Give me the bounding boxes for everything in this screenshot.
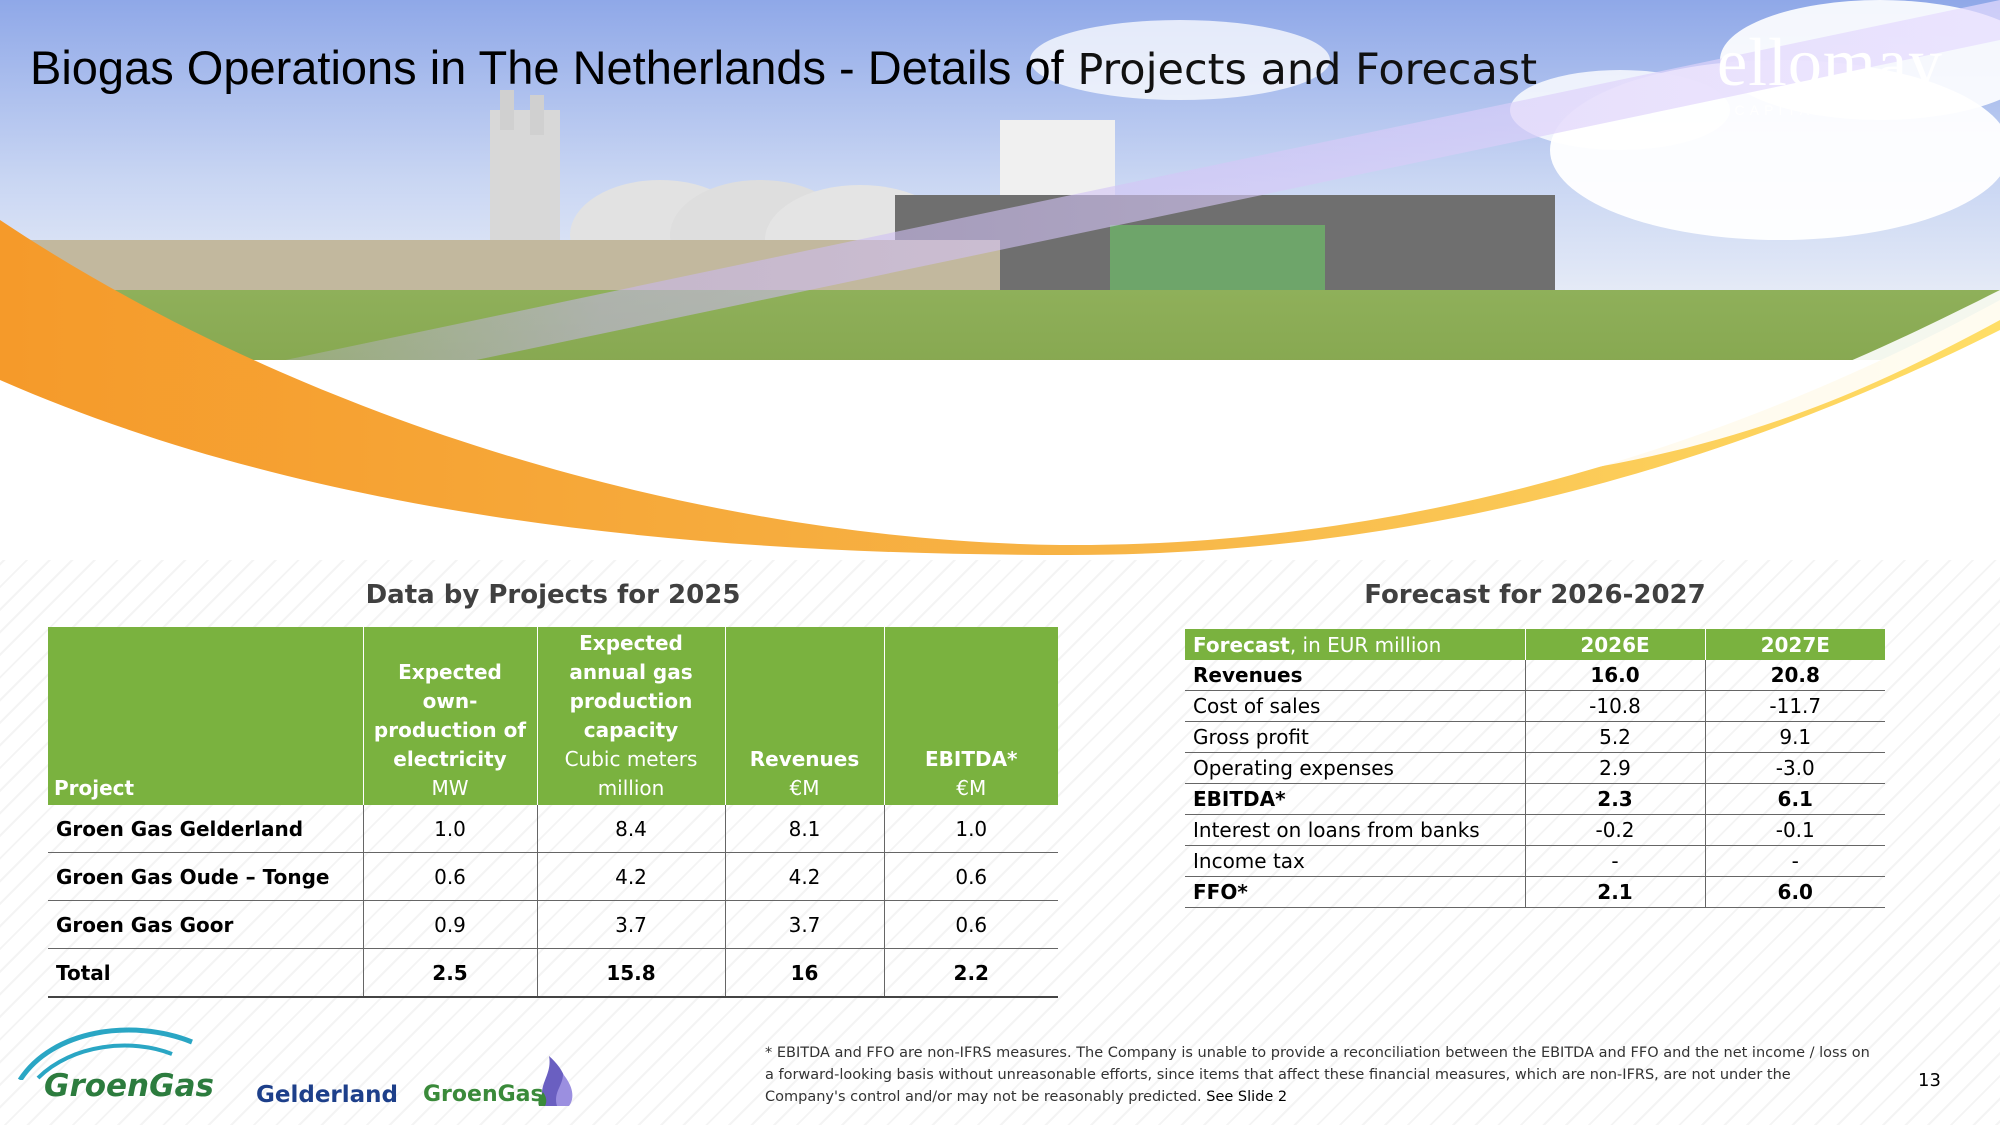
cell-gas-capacity: 4.2 bbox=[536, 852, 725, 901]
footnote: * EBITDA and FFO are non-IFRS measures. … bbox=[765, 1042, 1875, 1108]
value-2027e: -0.1 bbox=[1704, 814, 1885, 846]
total-row: Total 2.5 15.8 16 2.2 bbox=[48, 948, 1058, 998]
value-2027e: 9.1 bbox=[1704, 721, 1885, 753]
unit-cubic-meters: Cubic meters million bbox=[564, 747, 698, 800]
forecast-row-label: FFO* bbox=[1185, 876, 1525, 908]
gelderland-logo: Gelderland bbox=[256, 1082, 399, 1108]
forecast-row-label: Operating expenses bbox=[1185, 752, 1525, 784]
forecast-row-label: Interest on loans from banks bbox=[1185, 814, 1525, 846]
cell-ebitda: 1.0 bbox=[883, 805, 1058, 853]
total-electricity: 2.5 bbox=[362, 948, 537, 998]
col-header-gas-capacity: Expected annual gas production capacity C… bbox=[536, 627, 725, 805]
project-name: Groen Gas Gelderland bbox=[48, 805, 363, 853]
title-part-2: Projects and Forecast bbox=[1063, 45, 1538, 95]
forecast-row-label: Gross profit bbox=[1185, 721, 1525, 753]
total-label: Total bbox=[48, 948, 363, 998]
project-name: Groen Gas Oude – Tonge bbox=[48, 852, 363, 901]
cell-gas-capacity: 8.4 bbox=[536, 805, 725, 853]
cell-ebitda: 0.6 bbox=[883, 900, 1058, 949]
cell-revenues: 3.7 bbox=[724, 900, 884, 949]
table-row: Groen Gas Oude – Tonge 0.6 4.2 4.2 0.6 bbox=[48, 852, 1058, 901]
forecast-header-label: Forecast, in EUR million bbox=[1185, 629, 1525, 660]
projects-header-row: Project Expected own-production of elect… bbox=[48, 627, 1058, 805]
groengas-logo: GroenGas bbox=[12, 1020, 214, 1110]
groengas-swoosh-icon bbox=[17, 1027, 193, 1080]
groengas-logo-text: GroenGas bbox=[44, 1068, 214, 1104]
total-gas-capacity: 15.8 bbox=[536, 948, 725, 998]
cell-electricity: 0.9 bbox=[362, 900, 537, 949]
ellomay-logo: ellomay CAPITAL LIMITED bbox=[1700, 28, 1960, 118]
col-header-ebitda: EBITDA* €M bbox=[883, 627, 1058, 805]
year-header: 2027E bbox=[1704, 629, 1885, 660]
total-revenues: 16 bbox=[724, 948, 884, 998]
col-header-revenues: Revenues €M bbox=[724, 627, 884, 805]
table-row: Groen Gas Goor 0.9 3.7 3.7 0.6 bbox=[48, 900, 1058, 949]
hero-banner bbox=[0, 0, 2000, 560]
value-2026e: 16.0 bbox=[1524, 660, 1705, 691]
value-2026e: 2.1 bbox=[1524, 876, 1705, 908]
forecast-row-label: Revenues bbox=[1185, 660, 1525, 691]
projects-heading: Data by Projects for 2025 bbox=[365, 580, 741, 610]
forecast-row: EBITDA* 2.3 6.1 bbox=[1185, 783, 1885, 815]
flame-icon bbox=[538, 1056, 573, 1106]
forecast-heading: Forecast for 2026-2027 bbox=[1364, 580, 1706, 610]
total-ebitda: 2.2 bbox=[883, 948, 1058, 998]
col-header-project: Project bbox=[48, 627, 363, 805]
value-2027e: -3.0 bbox=[1704, 752, 1885, 784]
unit-eur-m: €M bbox=[956, 776, 987, 800]
value-2026e: -10.8 bbox=[1524, 690, 1705, 722]
forecast-header-row: Forecast, in EUR million 2026E 2027E bbox=[1185, 629, 1885, 660]
year-header: 2026E bbox=[1524, 629, 1705, 660]
forecast-row: FFO* 2.1 6.0 bbox=[1185, 876, 1885, 908]
forecast-row: Income tax - - bbox=[1185, 845, 1885, 877]
unit-mw: MW bbox=[431, 776, 469, 800]
value-2027e: - bbox=[1704, 845, 1885, 877]
value-2026e: - bbox=[1524, 845, 1705, 877]
projects-table: Project Expected own-production of elect… bbox=[48, 627, 1058, 998]
page-number: 13 bbox=[1918, 1070, 1941, 1091]
forecast-row-label: Cost of sales bbox=[1185, 690, 1525, 722]
forecast-row-label: Income tax bbox=[1185, 845, 1525, 877]
forecast-row: Operating expenses 2.9 -3.0 bbox=[1185, 752, 1885, 784]
value-2026e: -0.2 bbox=[1524, 814, 1705, 846]
title-part-1: Biogas Operations in The Netherlands - D… bbox=[30, 41, 1064, 94]
col-header-electricity: Expected own-production of electricity MW bbox=[362, 627, 537, 805]
page-title: Biogas Operations in The Netherlands - D… bbox=[30, 40, 1537, 95]
cell-revenues: 8.1 bbox=[724, 805, 884, 853]
groengas-logo-2: GroenGas bbox=[423, 1056, 573, 1107]
footnote-text: * EBITDA and FFO are non-IFRS measures. … bbox=[765, 1045, 1870, 1105]
forecast-row: Revenues 16.0 20.8 bbox=[1185, 660, 1885, 691]
unit-eur-m: €M bbox=[789, 776, 820, 800]
logo-subtitle: CAPITAL LIMITED bbox=[1734, 102, 1926, 118]
project-name: Groen Gas Goor bbox=[48, 900, 363, 949]
value-2027e: 6.0 bbox=[1704, 876, 1885, 908]
cell-revenues: 4.2 bbox=[724, 852, 884, 901]
value-2027e: -11.7 bbox=[1704, 690, 1885, 722]
value-2027e: 6.1 bbox=[1704, 783, 1885, 815]
cell-ebitda: 0.6 bbox=[883, 852, 1058, 901]
forecast-row: Interest on loans from banks -0.2 -0.1 bbox=[1185, 814, 1885, 846]
cell-gas-capacity: 3.7 bbox=[536, 900, 725, 949]
cell-electricity: 0.6 bbox=[362, 852, 537, 901]
value-2027e: 20.8 bbox=[1704, 660, 1885, 691]
see-slide-link: See Slide 2 bbox=[1201, 1089, 1288, 1105]
forecast-row: Cost of sales -10.8 -11.7 bbox=[1185, 690, 1885, 722]
value-2026e: 5.2 bbox=[1524, 721, 1705, 753]
value-2026e: 2.9 bbox=[1524, 752, 1705, 784]
forecast-row-label: EBITDA* bbox=[1185, 783, 1525, 815]
forecast-row: Gross profit 5.2 9.1 bbox=[1185, 721, 1885, 753]
cell-electricity: 1.0 bbox=[362, 805, 537, 853]
forecast-table: Forecast, in EUR million 2026E 2027E Rev… bbox=[1185, 629, 1885, 908]
value-2026e: 2.3 bbox=[1524, 783, 1705, 815]
table-row: Groen Gas Gelderland 1.0 8.4 8.1 1.0 bbox=[48, 805, 1058, 853]
logo-name: ellomay bbox=[1716, 24, 1944, 100]
